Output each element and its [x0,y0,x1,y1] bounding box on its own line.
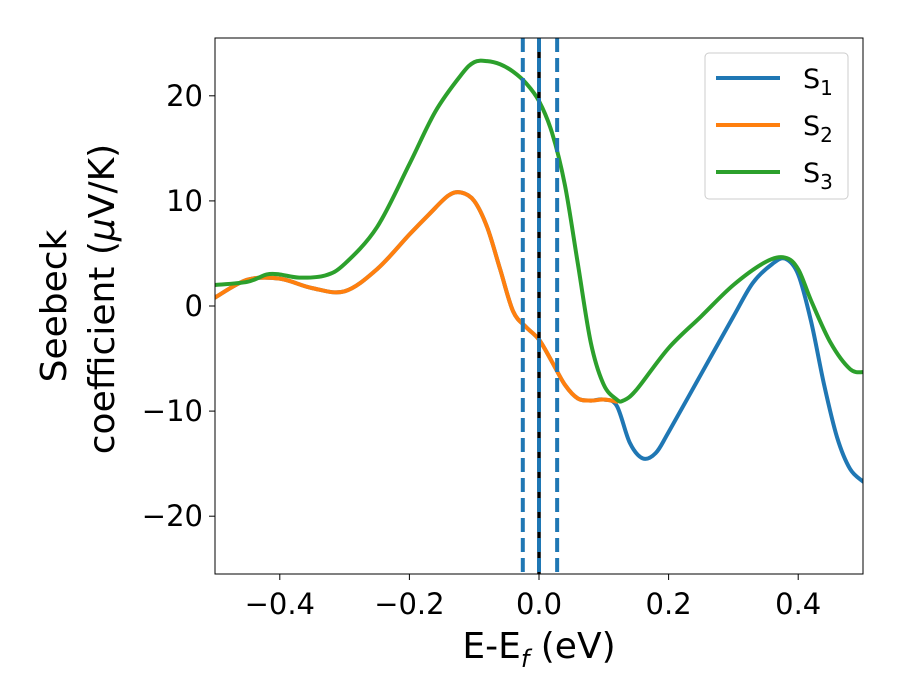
x-tick-label: 0.0 [516,587,562,621]
y-tick-label: −20 [142,499,203,533]
x-axis-ticks: −0.4 −0.2 0.0 0.2 0.4 [245,574,821,621]
x-axis-label-unit: (eV) [529,626,615,667]
y-tick-label: 10 [166,184,203,218]
series-line-s2 [215,190,619,404]
plot-area [215,58,863,484]
legend: S1 S2 S3 [704,52,849,200]
legend-label-s1: S1 [803,64,833,100]
x-tick-label: −0.2 [374,587,444,621]
x-axis-label: E-Ef (eV) [462,626,615,673]
y-tick-label: 20 [166,79,203,113]
vertical-lines [520,38,560,574]
y-axis-label-text: coefficient ( [82,241,123,454]
y-axis-label-line1: Seebeck [34,229,75,382]
y-axis-ticks: −20 −10 0 10 20 [142,79,215,533]
y-axis-label-mu: μ [82,218,123,242]
y-axis-label-unit: V/K) [82,144,123,218]
series-line-s3 [215,58,863,404]
x-tick-label: −0.4 [245,587,315,621]
y-tick-label: −10 [142,394,203,428]
x-axis-label-main: E-E [462,626,520,667]
legend-label-s3: S3 [803,158,833,194]
x-tick-label: 0.4 [775,587,821,621]
y-tick-label: 0 [185,289,203,323]
y-axis-label-line2: coefficient (μV/K) [82,144,123,454]
legend-label-s2: S2 [803,111,833,147]
x-tick-label: 0.2 [646,587,692,621]
